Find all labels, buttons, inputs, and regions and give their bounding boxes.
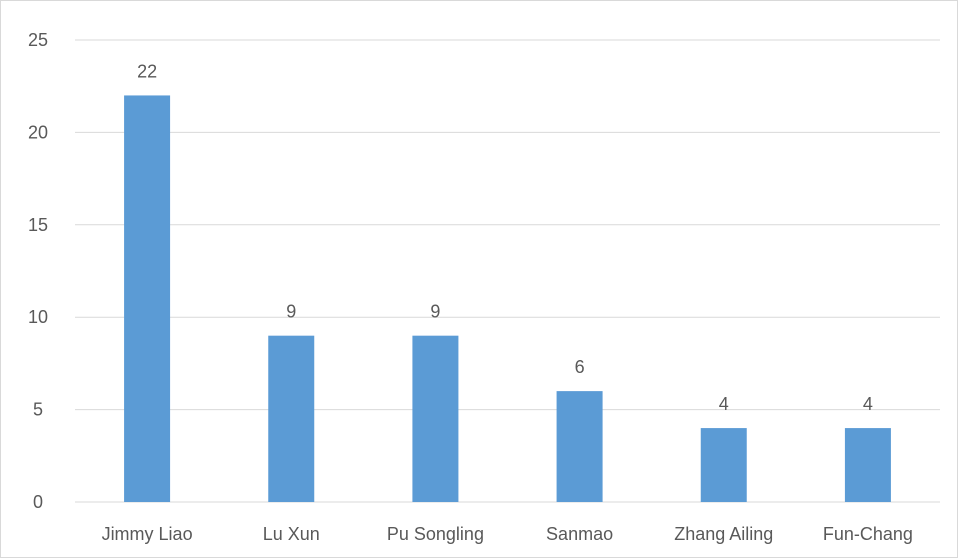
- data-label: 6: [575, 357, 585, 377]
- y-tick-label: 25: [28, 30, 48, 50]
- y-axis-ticks: 0 5 10 15 20 25: [28, 30, 48, 512]
- bars: [124, 95, 891, 502]
- bar: [268, 336, 314, 502]
- x-category-label: Fun-Chang: [823, 524, 913, 544]
- data-label: 4: [863, 394, 873, 414]
- x-category-label: Pu Songling: [387, 524, 484, 544]
- data-label: 22: [137, 61, 157, 81]
- bar: [124, 95, 170, 502]
- x-axis-categories: Jimmy Liao Lu Xun Pu Songling Sanmao Zhang A…: [102, 524, 913, 544]
- x-category-label: Zhang Ailing: [674, 524, 773, 544]
- data-label: 9: [430, 302, 440, 322]
- data-label: 9: [286, 302, 296, 322]
- y-tick-label: 0: [33, 492, 43, 512]
- y-tick-label: 15: [28, 215, 48, 235]
- gridlines: [75, 40, 940, 502]
- x-category-label: Sanmao: [546, 524, 613, 544]
- bar: [845, 428, 891, 502]
- bar: [701, 428, 747, 502]
- y-tick-label: 20: [28, 122, 48, 142]
- x-category-label: Lu Xun: [263, 524, 320, 544]
- y-tick-label: 5: [33, 400, 43, 420]
- bar: [412, 336, 458, 502]
- y-tick-label: 10: [28, 307, 48, 327]
- bar: [557, 391, 603, 502]
- data-label: 4: [719, 394, 729, 414]
- data-labels: 22 9 9 6 4 4: [137, 61, 873, 414]
- x-category-label: Jimmy Liao: [102, 524, 193, 544]
